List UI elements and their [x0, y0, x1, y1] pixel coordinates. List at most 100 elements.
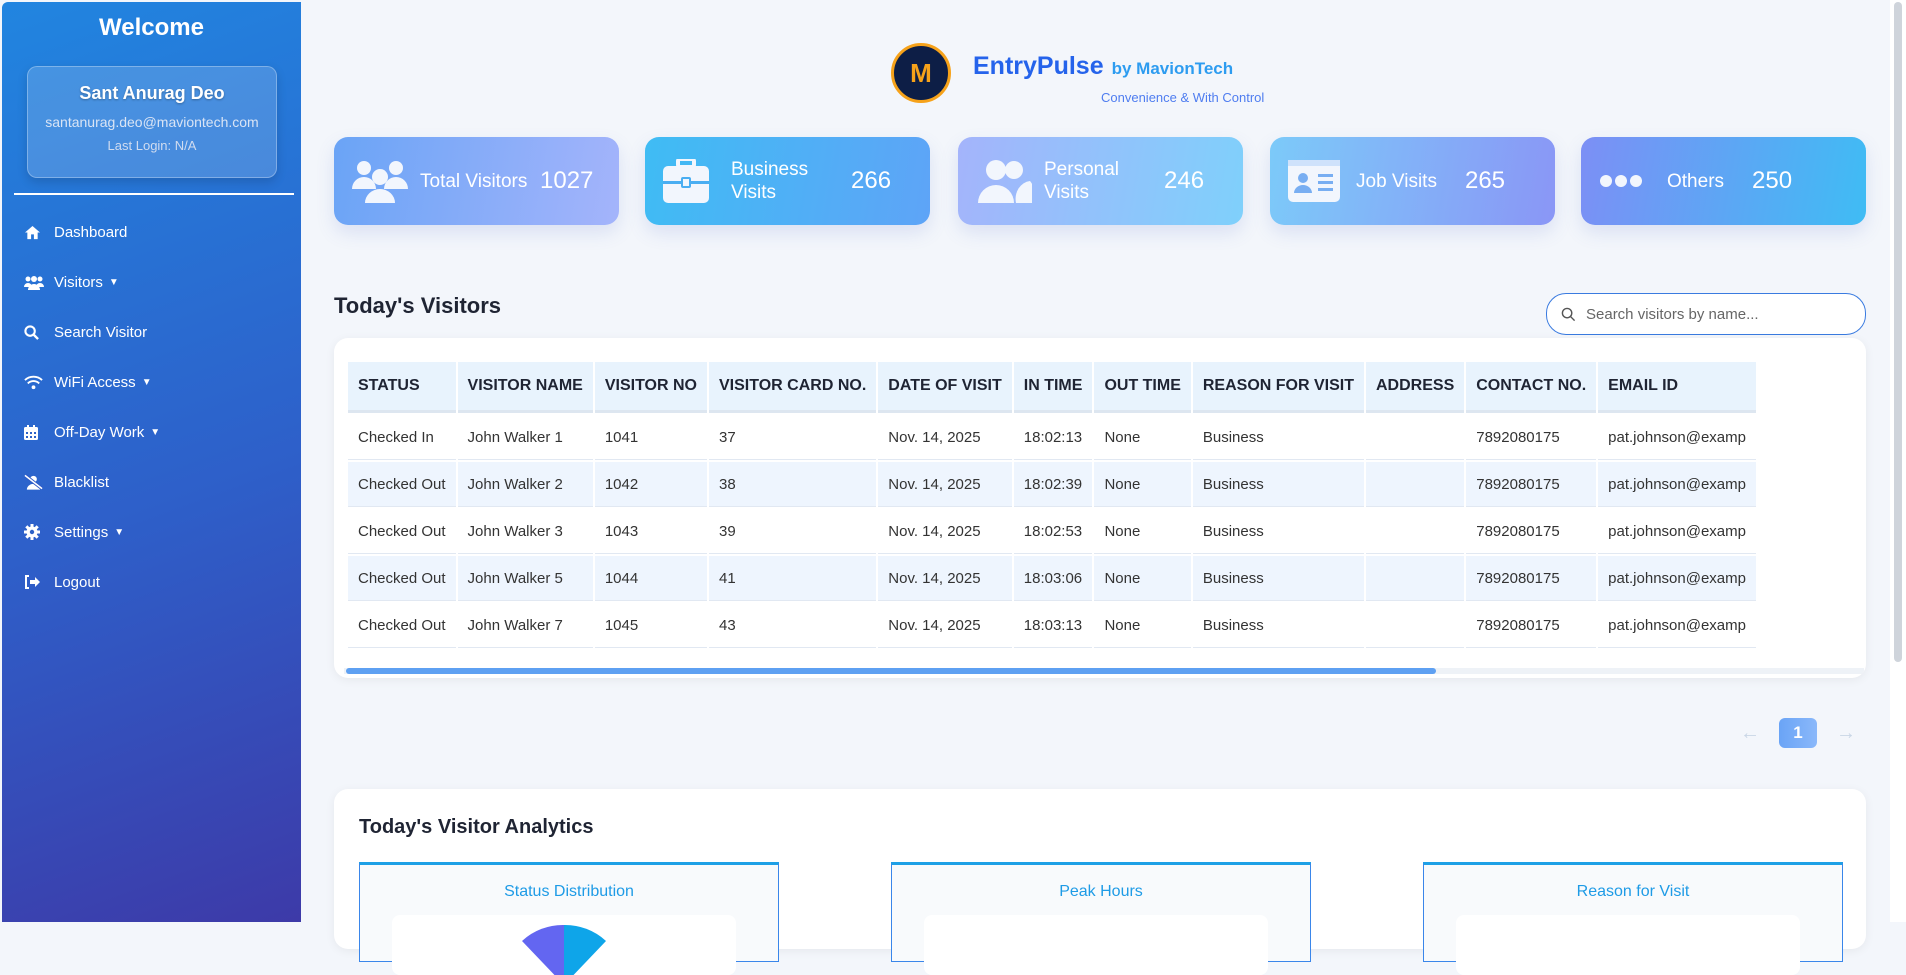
stat-card-business-visits[interactable]: Business Visits 266	[645, 137, 930, 225]
prev-page-button[interactable]: ←	[1740, 721, 1760, 744]
column-header[interactable]: DATE OF VISIT	[878, 362, 1012, 413]
caret-down-icon: ▼	[141, 376, 152, 388]
table-cell: 18:03:06	[1013, 556, 1093, 601]
user-email: santanurag.deo@maviontech.com	[45, 114, 259, 130]
table-cell: John Walker 2	[457, 462, 593, 507]
chart-title: Peak Hours	[1059, 883, 1143, 900]
stat-card-others[interactable]: Others 250	[1581, 137, 1866, 225]
table-cell: Checked Out	[348, 603, 456, 648]
sidebar-item-search-visitor[interactable]: Search Visitor	[2, 307, 301, 357]
table-row[interactable]: Checked Out John Walker 5 1044 41 Nov. 14, 2…	[348, 556, 1756, 601]
table-row[interactable]: Checked In John Walker 1 1041 37 Nov. 14, 20…	[348, 415, 1756, 460]
pagination: ← 1 →	[1731, 718, 1865, 748]
column-header[interactable]: IN TIME	[1013, 362, 1093, 413]
column-header[interactable]: EMAIL ID	[1598, 362, 1756, 413]
sidebar-item-logout[interactable]: Logout	[2, 557, 301, 607]
users-icon	[352, 156, 410, 206]
sidebar-item-visitors[interactable]: Visitors ▼	[2, 257, 301, 307]
next-page-button[interactable]: →	[1836, 721, 1856, 744]
sidebar-item-settings[interactable]: Settings ▼	[2, 507, 301, 557]
table-cell: John Walker 5	[457, 556, 593, 601]
column-header[interactable]: ADDRESS	[1366, 362, 1465, 413]
table-row[interactable]: Checked Out John Walker 3 1043 39 Nov. 14, 2…	[348, 509, 1756, 554]
stat-value: 250	[1752, 167, 1793, 194]
sidebar-item-blacklist[interactable]: Blacklist	[2, 457, 301, 507]
table-cell: 1044	[594, 556, 707, 601]
pie-chart	[522, 924, 606, 975]
users-icon	[24, 275, 54, 290]
brand-title: EntryPulse by MavionTech	[973, 52, 1233, 81]
table-cell: Checked In	[348, 415, 456, 460]
table-cell: 39	[709, 509, 877, 554]
stat-card-personal-visits[interactable]: Personal Visits 246	[958, 137, 1243, 225]
stat-label: Total Visitors	[420, 170, 528, 192]
wifi-icon	[24, 375, 54, 390]
column-header[interactable]: VISITOR NO	[594, 362, 707, 413]
table-cell: 43	[709, 603, 877, 648]
column-header[interactable]: REASON FOR VISIT	[1192, 362, 1364, 413]
visitors-table-card: STATUS VISITOR NAME VISITOR NO VISITOR CARD…	[334, 338, 1866, 678]
table-cell: Nov. 14, 2025	[878, 603, 1012, 648]
caret-down-icon: ▼	[108, 276, 119, 288]
table-cell	[1366, 556, 1465, 601]
user-slash-icon	[24, 474, 54, 490]
chart-area	[1456, 915, 1800, 975]
scrollbar-thumb[interactable]	[1894, 2, 1902, 662]
table-cell: 37	[709, 415, 877, 460]
caret-down-icon: ▼	[114, 526, 125, 538]
caret-down-icon: ▼	[150, 426, 161, 438]
stat-value: 265	[1464, 167, 1506, 194]
table-cell: None	[1094, 462, 1191, 507]
table-cell: Nov. 14, 2025	[878, 462, 1012, 507]
table-cell: Nov. 14, 2025	[878, 415, 1012, 460]
sidebar-item-off-day-work[interactable]: Off-Day Work ▼	[2, 407, 301, 457]
table-cell: pat.johnson@examp	[1598, 509, 1756, 554]
table-cell: Business	[1192, 462, 1364, 507]
table-cell: Nov. 14, 2025	[878, 556, 1012, 601]
table-row[interactable]: Checked Out John Walker 2 1042 38 Nov. 14, 2…	[348, 462, 1756, 507]
column-header[interactable]: OUT TIME	[1094, 362, 1191, 413]
user-name: Sant Anurag Deo	[79, 83, 225, 103]
table-cell: pat.johnson@examp	[1598, 415, 1756, 460]
table-cell	[1366, 462, 1465, 507]
visitors-table: STATUS VISITOR NAME VISITOR NO VISITOR CARD…	[346, 360, 1758, 650]
search-input[interactable]	[1586, 305, 1836, 323]
stat-card-total-visitors[interactable]: Total Visitors 1027	[334, 137, 619, 225]
chart-title: Reason for Visit	[1576, 883, 1690, 900]
table-cell: 7892080175	[1466, 603, 1597, 648]
column-header[interactable]: STATUS	[348, 362, 456, 413]
scrollbar-thumb[interactable]	[346, 668, 1436, 674]
sidebar-item-label: Visitors	[54, 273, 103, 291]
table-row[interactable]: Checked Out John Walker 7 1045 43 Nov. 14, 2…	[348, 603, 1756, 648]
home-icon	[24, 225, 54, 240]
page-1-button[interactable]: 1	[1779, 718, 1817, 748]
todays-visitors-title: Today's Visitors	[334, 293, 502, 318]
user-card: Sant Anurag Deo santanurag.deo@maviontec…	[27, 66, 277, 178]
table-cell	[1366, 509, 1465, 554]
table-cell: Business	[1192, 556, 1364, 601]
table-cell: 7892080175	[1466, 415, 1597, 460]
logo: M	[891, 43, 951, 103]
sidebar-item-label: Search Visitor	[54, 323, 148, 341]
horizontal-scrollbar[interactable]	[344, 668, 1864, 674]
column-header[interactable]: CONTACT NO.	[1466, 362, 1597, 413]
logo-letter: M	[910, 57, 932, 88]
stat-card-job-visits[interactable]: Job Visits 265	[1270, 137, 1555, 225]
table-cell: 1041	[594, 415, 707, 460]
stat-value: 246	[1164, 167, 1205, 194]
user-friends-icon	[976, 156, 1034, 206]
search-icon	[1561, 307, 1576, 321]
column-header[interactable]: VISITOR NAME	[457, 362, 593, 413]
search-box[interactable]	[1546, 293, 1866, 335]
table-cell: Business	[1192, 603, 1364, 648]
sidebar-item-dashboard[interactable]: Dashboard	[2, 207, 301, 257]
chart-area	[924, 915, 1268, 975]
table-cell: Checked Out	[348, 462, 456, 507]
reason-for-visit-chart: Reason for Visit	[1423, 862, 1843, 975]
table-cell: 1043	[594, 509, 707, 554]
sidebar-item-wifi-access[interactable]: WiFi Access ▼	[2, 357, 301, 407]
vertical-scrollbar[interactable]	[1890, 0, 1906, 922]
column-header[interactable]: VISITOR CARD NO.	[709, 362, 877, 413]
table-cell: 18:02:13	[1013, 415, 1093, 460]
table-cell: 1045	[594, 603, 707, 648]
